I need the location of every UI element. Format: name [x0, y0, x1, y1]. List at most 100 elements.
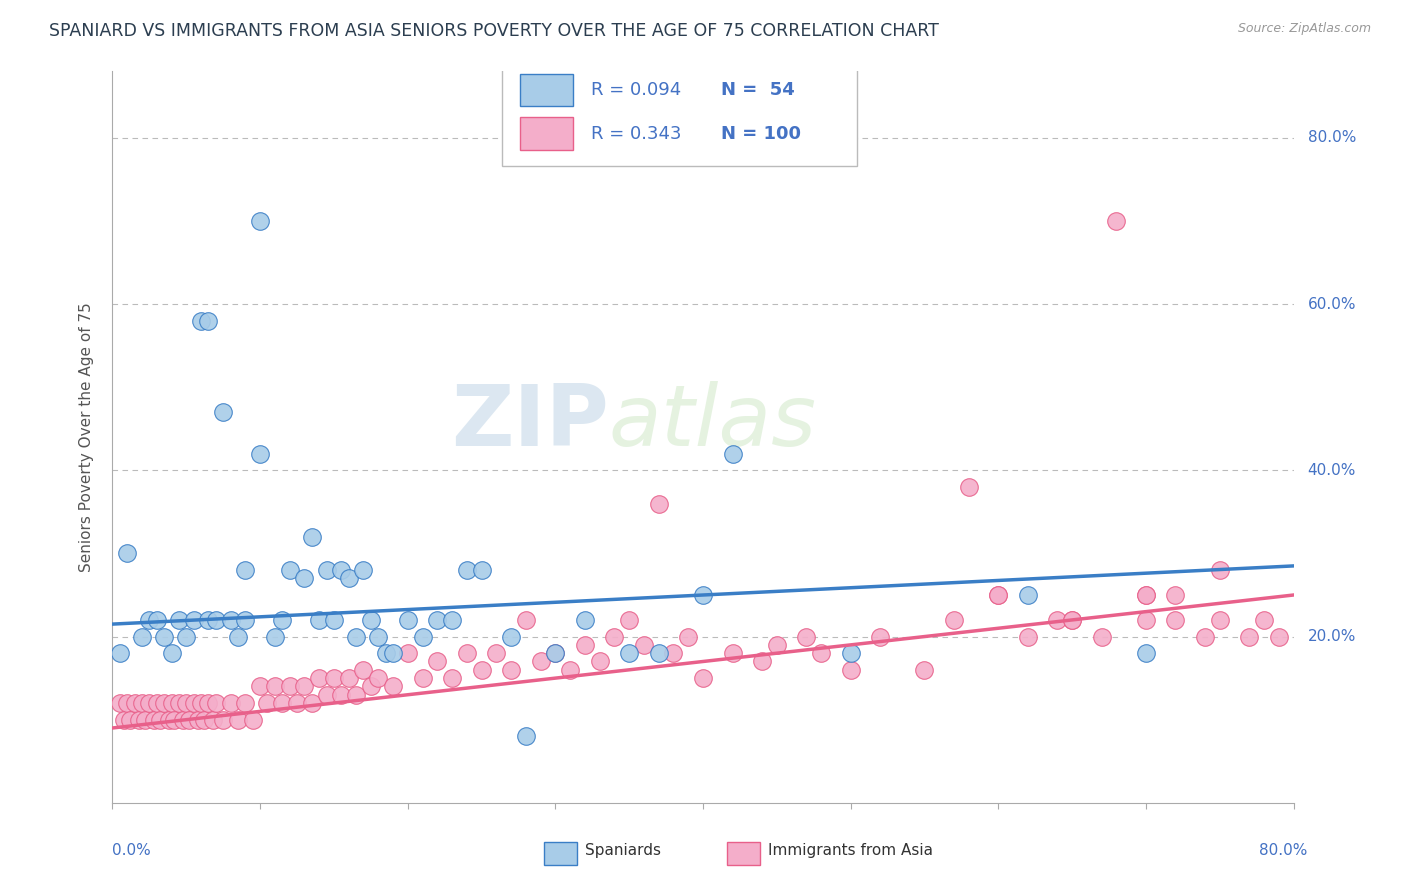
- Point: [131, 630, 153, 644]
- Point: [796, 630, 818, 644]
- Bar: [520, 118, 574, 151]
- Point: [330, 563, 353, 577]
- Point: [396, 613, 419, 627]
- Point: [382, 680, 405, 694]
- Point: [515, 729, 537, 743]
- Point: [197, 696, 219, 710]
- Point: [987, 588, 1010, 602]
- Point: [292, 571, 315, 585]
- Point: [352, 663, 374, 677]
- Point: [603, 630, 626, 644]
- Point: [1062, 613, 1084, 627]
- Point: [810, 646, 832, 660]
- Point: [160, 696, 183, 710]
- Point: [117, 546, 138, 560]
- Point: [292, 680, 315, 694]
- Point: [367, 630, 389, 644]
- Text: N =  54: N = 54: [721, 81, 794, 99]
- Point: [485, 646, 508, 660]
- Point: [692, 671, 714, 685]
- Point: [301, 696, 323, 710]
- Point: [411, 630, 433, 644]
- Point: [138, 696, 160, 710]
- Point: [174, 630, 197, 644]
- Point: [367, 671, 389, 685]
- Text: 0.0%: 0.0%: [112, 843, 152, 858]
- Point: [662, 646, 685, 660]
- Point: [470, 663, 494, 677]
- Point: [470, 563, 494, 577]
- Point: [619, 646, 641, 660]
- Text: 60.0%: 60.0%: [1308, 297, 1357, 311]
- Point: [987, 588, 1010, 602]
- Point: [957, 480, 980, 494]
- Point: [124, 696, 146, 710]
- Point: [574, 613, 596, 627]
- FancyBboxPatch shape: [502, 61, 856, 167]
- Point: [501, 663, 523, 677]
- Point: [588, 655, 610, 669]
- Point: [344, 630, 367, 644]
- Text: 80.0%: 80.0%: [1260, 843, 1308, 858]
- Point: [1135, 613, 1157, 627]
- Point: [308, 671, 330, 685]
- Point: [839, 663, 862, 677]
- Text: N = 100: N = 100: [721, 125, 800, 144]
- Point: [108, 646, 131, 660]
- Bar: [544, 841, 576, 865]
- Text: R = 0.094: R = 0.094: [591, 81, 681, 99]
- Point: [558, 663, 582, 677]
- Point: [183, 613, 205, 627]
- Point: [112, 713, 135, 727]
- Point: [1017, 588, 1039, 602]
- Point: [1046, 613, 1069, 627]
- Text: 20.0%: 20.0%: [1308, 629, 1355, 644]
- Point: [1194, 630, 1216, 644]
- Point: [382, 646, 405, 660]
- Point: [441, 613, 464, 627]
- Point: [301, 530, 323, 544]
- Point: [426, 655, 449, 669]
- Point: [205, 613, 228, 627]
- Point: [146, 696, 169, 710]
- Point: [249, 680, 271, 694]
- Bar: [727, 841, 759, 865]
- Point: [456, 563, 478, 577]
- Point: [619, 613, 641, 627]
- Point: [212, 405, 235, 419]
- Point: [264, 680, 287, 694]
- Point: [271, 613, 294, 627]
- Point: [138, 613, 160, 627]
- Point: [411, 671, 433, 685]
- Point: [766, 638, 789, 652]
- Point: [1135, 646, 1157, 660]
- Point: [1268, 630, 1291, 644]
- Point: [344, 688, 367, 702]
- Point: [201, 713, 224, 727]
- Point: [219, 696, 242, 710]
- Point: [441, 671, 464, 685]
- Point: [108, 696, 131, 710]
- Point: [315, 563, 337, 577]
- Text: ZIP: ZIP: [451, 381, 609, 464]
- Point: [264, 630, 287, 644]
- Point: [337, 571, 360, 585]
- Point: [1239, 630, 1261, 644]
- Point: [323, 671, 346, 685]
- Point: [131, 696, 153, 710]
- Point: [360, 680, 382, 694]
- Bar: [520, 73, 574, 106]
- Point: [633, 638, 655, 652]
- Point: [226, 713, 249, 727]
- Point: [721, 447, 744, 461]
- Point: [1062, 613, 1084, 627]
- Point: [942, 613, 965, 627]
- Point: [172, 713, 194, 727]
- Point: [205, 696, 228, 710]
- Point: [1135, 588, 1157, 602]
- Point: [249, 214, 271, 228]
- Point: [233, 696, 256, 710]
- Point: [249, 447, 271, 461]
- Point: [426, 613, 449, 627]
- Point: [167, 696, 190, 710]
